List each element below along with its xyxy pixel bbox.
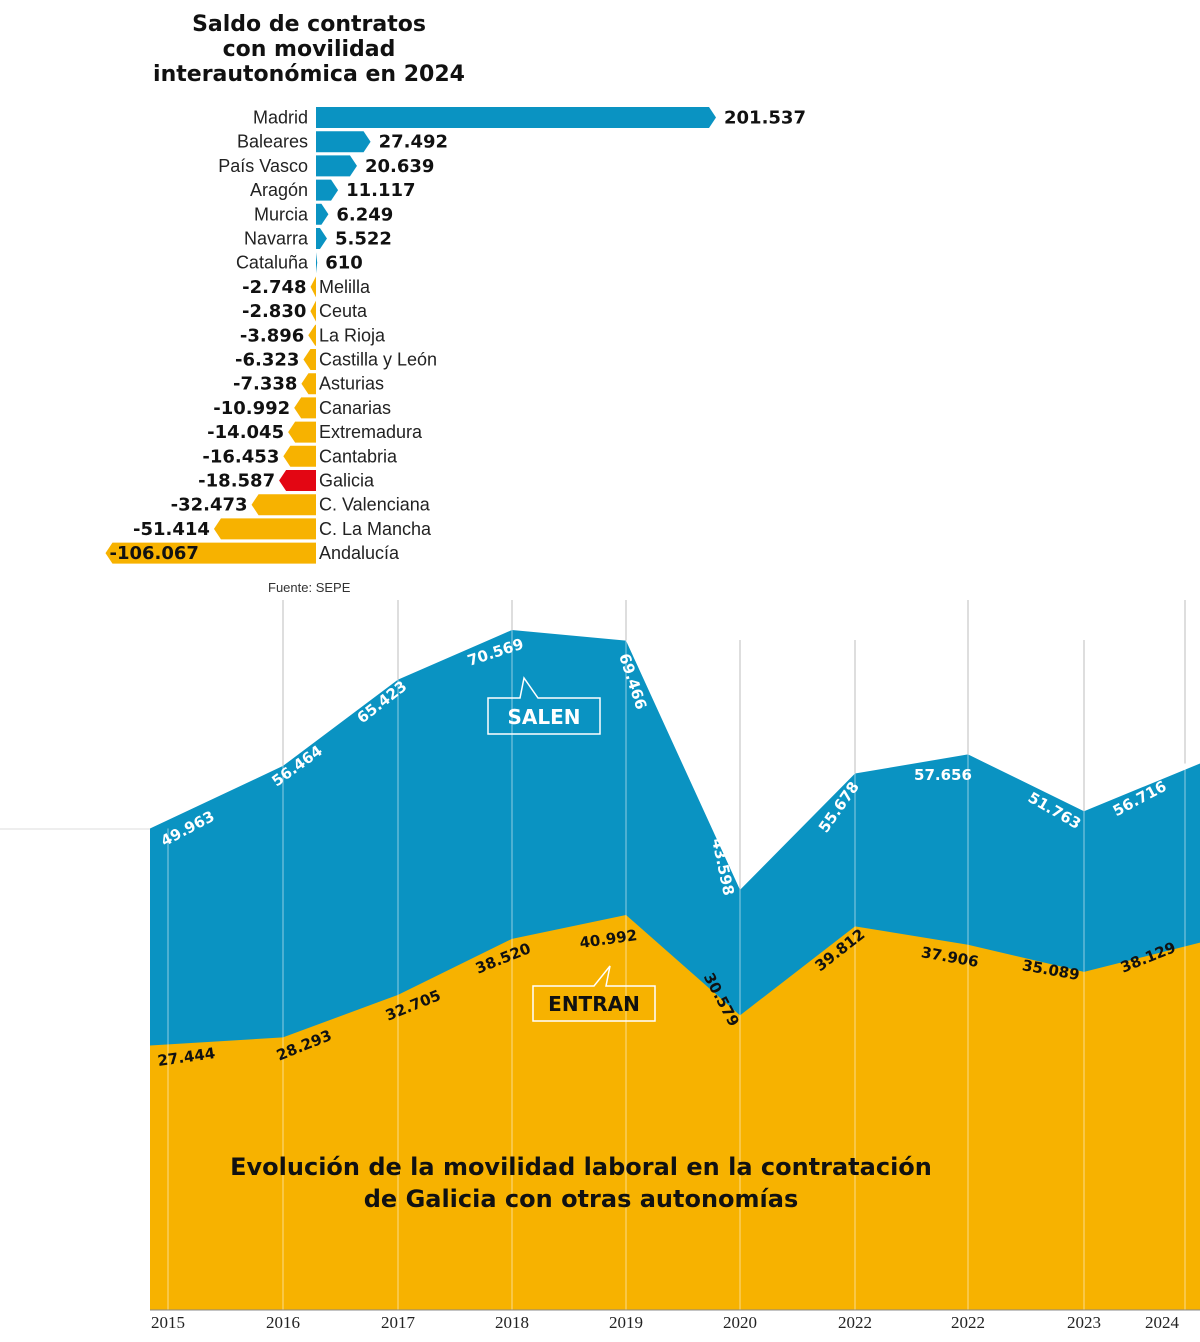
bar-value-label: -32.473 <box>171 495 248 516</box>
year-label: 2018 <box>495 1313 529 1332</box>
bar-asturias <box>301 373 316 395</box>
salen-tag: SALEN <box>507 705 580 729</box>
bar-category-label: Madrid <box>253 108 308 128</box>
bar-value-label: 20.639 <box>365 156 434 177</box>
bar-value-label: -18.587 <box>198 471 275 492</box>
bar-extremadura <box>288 421 316 443</box>
bar-category-label: Castilla y León <box>319 350 437 370</box>
bar-value-label: 27.492 <box>379 132 448 153</box>
bar-arag-n <box>316 179 339 201</box>
bar-chart-title-line-2: con movilidad <box>223 37 396 62</box>
bar-navarra <box>316 228 327 249</box>
bar-value-label: 201.537 <box>724 108 806 129</box>
bar-category-label: C. La Mancha <box>319 519 432 539</box>
bar-baleares <box>316 131 371 153</box>
bar-category-label: Cataluña <box>236 253 309 273</box>
year-label: 2019 <box>609 1313 643 1332</box>
entran-tag-box <box>532 965 656 1022</box>
bar-category-label: Navarra <box>244 229 309 249</box>
entran-area <box>150 915 1200 1310</box>
bar-value-label: -14.045 <box>207 422 284 443</box>
bar-chart-source: Fuente: SEPE <box>268 580 351 595</box>
bar-chart-title-line-3: interautonómica en 2024 <box>153 62 465 87</box>
bar-cantabria <box>283 445 316 467</box>
bar-category-label: Extremadura <box>319 422 423 442</box>
bar-category-label: Baleares <box>237 132 308 152</box>
bar-ceuta <box>310 300 316 322</box>
area-chart-areas <box>150 630 1200 1310</box>
bar-catalu-a <box>316 252 318 274</box>
year-label: 2022 <box>838 1313 872 1332</box>
bar-la-rioja <box>308 324 316 346</box>
bar-castilla-y-le-n <box>303 349 316 370</box>
bar-category-label: Asturias <box>319 374 384 394</box>
bar-canarias <box>294 397 316 419</box>
bar-value-label: 610 <box>325 253 363 274</box>
bar-murcia <box>316 203 329 225</box>
area-chart-title-line-1: Evolución de la movilidad laboral en la … <box>230 1153 932 1181</box>
bar-andaluc-a <box>105 542 316 564</box>
bar-galicia <box>279 470 316 491</box>
area-chart-gridlines <box>0 600 1200 1311</box>
bar-category-label: Melilla <box>319 277 371 297</box>
bar-category-label: Cantabria <box>319 446 398 466</box>
bar-value-label: -6.323 <box>235 350 299 371</box>
bar-value-label: -2.748 <box>242 277 306 298</box>
salen-value-label: 57.656 <box>914 766 972 784</box>
year-label: 2020 <box>723 1313 757 1332</box>
bar-category-label: Canarias <box>319 398 391 418</box>
bar-chart-bars: Madrid 201.537 Baleares 27.492 País Vasco 20.… <box>105 107 806 564</box>
bar-value-label: -3.896 <box>240 325 304 346</box>
bar-madrid <box>316 107 716 128</box>
year-label: 2022 <box>951 1313 985 1332</box>
year-label: 2023 <box>1067 1313 1101 1332</box>
year-label: 2024 <box>1145 1313 1180 1332</box>
bar-value-label: 5.522 <box>335 229 392 250</box>
bar-category-label: País Vasco <box>218 156 308 176</box>
bar-category-label: C. Valenciana <box>319 495 431 515</box>
year-label: 2016 <box>266 1313 300 1332</box>
bar-value-label: -2.830 <box>242 301 306 322</box>
bar-value-label: -7.338 <box>233 374 297 395</box>
area-chart-x-axis: 2015 2016 2017 2018 2019 2020 2022 2022 2023 2024 <box>151 1313 1180 1332</box>
bar-category-label: Murcia <box>254 204 309 224</box>
bar-c-valenciana <box>251 494 316 516</box>
bar-value-label: -16.453 <box>202 446 279 467</box>
area-chart-series-tags: SALEN ENTRAN <box>487 676 656 1022</box>
bar-category-label: Ceuta <box>319 301 368 321</box>
bar-melilla <box>310 276 316 298</box>
bar-value-label: -106.067 <box>109 543 198 564</box>
area-chart-title-line-2: de Galicia con otras autonomías <box>364 1185 798 1213</box>
bar-category-label: Aragón <box>250 180 308 200</box>
bar-c-la-mancha <box>213 518 316 540</box>
contracts-balance-bar-chart: Saldo de contratos con movilidad interau… <box>105 12 806 595</box>
year-label: 2015 <box>151 1313 185 1332</box>
bar-category-label: La Rioja <box>319 325 386 345</box>
bar-value-label: -10.992 <box>213 398 290 419</box>
salen-tag-box <box>487 676 601 735</box>
bar-pa-s-vasco <box>316 155 357 177</box>
bar-value-label: 6.249 <box>336 204 393 225</box>
bar-value-label: -51.414 <box>133 519 210 540</box>
year-label: 2017 <box>381 1313 416 1332</box>
entran-tag: ENTRAN <box>548 992 640 1016</box>
bar-category-label: Galicia <box>319 471 375 491</box>
bar-chart-title-line-1: Saldo de contratos <box>192 12 426 37</box>
bar-value-label: 11.117 <box>346 180 415 201</box>
bar-category-label: Andalucía <box>319 543 400 563</box>
